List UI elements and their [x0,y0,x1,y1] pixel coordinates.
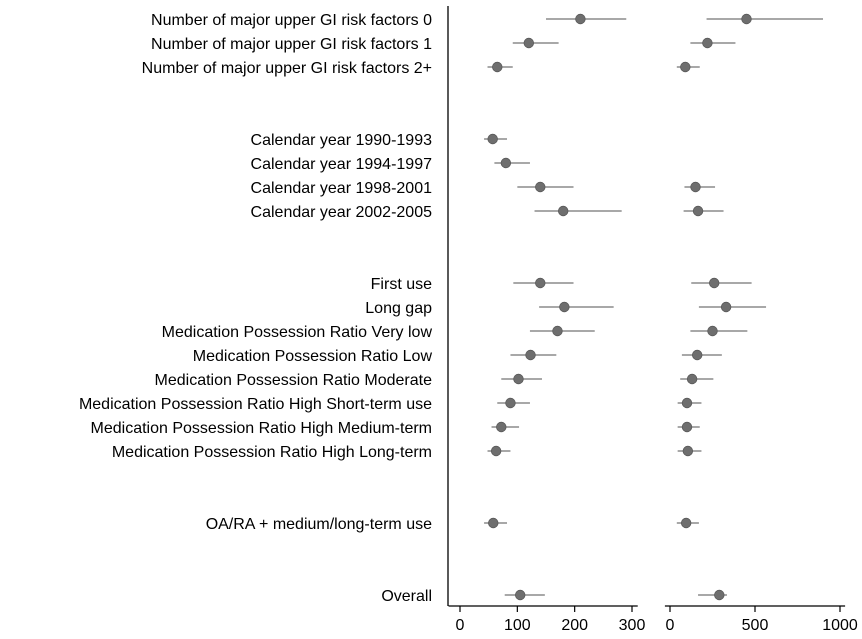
row-label: Calendar year 2002-2005 [251,204,433,221]
estimate-point [709,277,720,289]
estimate-point [680,61,691,73]
x-tick-label: 0 [666,617,675,634]
row-label: Number of major upper GI risk factors 1 [151,36,432,53]
estimate-point [515,589,526,601]
row-label: Calendar year 1998-2001 [251,180,433,197]
estimate-point [690,181,701,193]
row-label: Overall [381,588,432,605]
estimate-point [492,61,503,73]
estimate-point [714,589,725,601]
row-label: OA/RA + medium/long-term use [206,516,432,533]
row-label: Long gap [365,300,432,317]
x-tick-label: 200 [561,617,588,634]
estimate-point [575,13,586,25]
row-label: Medication Possession Ratio High Long-te… [112,444,432,461]
estimate-point [692,205,704,217]
estimate-point [686,373,698,385]
estimate-point [490,445,502,457]
estimate-point [513,373,524,385]
row-label: Medication Possession Ratio High Medium-… [91,420,432,437]
row-label: Medication Possession Ratio High Short-t… [79,396,432,413]
estimate-point [680,517,692,529]
estimate-point [681,421,693,433]
estimate-point [558,205,569,217]
estimate-point [500,157,512,169]
row-label: Medication Possession Ratio Low [193,348,433,365]
row-label: Number of major upper GI risk factors 2+ [142,60,432,77]
row-labels: Number of major upper GI risk factors 0 N… [79,12,432,605]
estimate-point [741,13,752,25]
estimate-point [707,325,718,337]
estimate-point [702,37,713,49]
estimate-point [559,301,570,313]
x-tick-label: 0 [456,617,465,634]
estimate-point [692,349,703,361]
estimate-point [535,277,546,289]
estimate-point [535,181,546,193]
estimate-point [720,301,732,313]
estimate-point [552,325,563,337]
right-panel: 0 500 1000 [664,13,858,634]
x-tick-label: 300 [619,617,646,634]
estimate-point [681,397,693,409]
estimate-point [487,133,498,145]
row-label: Medication Possession Ratio Moderate [155,372,433,389]
row-label: Calendar year 1994-1997 [251,156,433,173]
estimate-point [682,445,694,457]
x-tick-label: 100 [504,617,531,634]
estimate-point [523,37,535,49]
estimate-point [525,349,536,361]
estimate-point [505,397,516,409]
row-label: First use [371,276,432,293]
x-tick-label: 500 [742,617,769,634]
row-label: Medication Possession Ratio Very low [162,324,433,341]
left-panel: 0 100 200 300 [448,13,646,634]
x-tick-label: 1000 [822,617,858,634]
estimate-point [496,421,507,433]
estimate-point [488,517,499,529]
row-label: Calendar year 1990-1993 [251,132,433,149]
row-label: Number of major upper GI risk factors 0 [151,12,432,29]
